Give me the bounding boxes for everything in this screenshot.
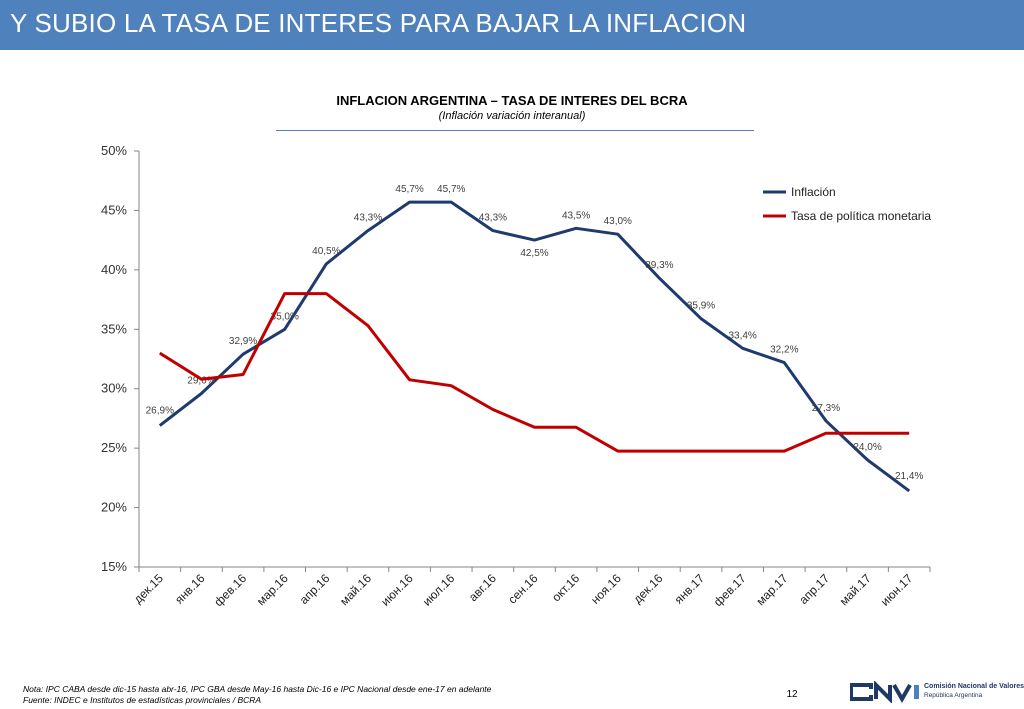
- page-number: 12: [786, 689, 798, 700]
- inflation-line: [158, 200, 911, 493]
- x-tick-label: фев.17: [711, 571, 749, 609]
- y-tick-label: 15%: [101, 559, 127, 574]
- data-label: 45,7%: [437, 184, 465, 195]
- x-tick-label: авг.16: [466, 571, 499, 604]
- data-label: 27,3%: [812, 403, 840, 414]
- x-tick-label: июн.16: [378, 571, 416, 609]
- legend-label: Tasa de política monetaria: [791, 209, 931, 223]
- legend-label: Inflación: [791, 185, 836, 199]
- x-tick-label: дек.16: [630, 571, 665, 606]
- data-label: 35,0%: [271, 311, 299, 322]
- y-tick-label: 25%: [101, 440, 127, 455]
- line-chart: 15%20%25%30%35%40%45%50%дек.15 янв.16 фев.…: [101, 143, 931, 609]
- x-tick-label: июн.17: [878, 571, 916, 609]
- chart-subtitle: (Inflación variación interanual): [438, 110, 586, 122]
- data-label: 43,3%: [479, 213, 507, 224]
- y-tick-label: 50%: [101, 143, 127, 158]
- logo-country: República Argentina: [924, 692, 983, 699]
- footnote-source: Fuente: INDEC e Institutos de estadístic…: [23, 695, 262, 705]
- x-tick-label: апр.16: [297, 571, 333, 607]
- x-tick-label: июл.16: [420, 571, 458, 609]
- data-label: 40,5%: [312, 246, 340, 257]
- data-label: 33,4%: [728, 330, 756, 341]
- data-label: 29,6%: [187, 375, 215, 386]
- cnv-logo-mark: [849, 680, 919, 704]
- y-tick-label: 30%: [101, 381, 127, 396]
- policy-rate-line: [159, 292, 910, 453]
- data-label: 45,7%: [395, 184, 423, 195]
- y-tick-label: 20%: [101, 500, 127, 515]
- data-label: 26,9%: [146, 406, 174, 417]
- data-label: 32,2%: [770, 345, 798, 356]
- y-tick-label: 45%: [101, 202, 127, 217]
- slide-header: Y SUBIO LA TASA DE INTERES PARA BAJAR LA…: [0, 0, 1024, 50]
- logo-name: Comisión Nacional de Valores: [924, 683, 1024, 690]
- x-tick-label: янв.17: [672, 571, 708, 607]
- data-label: 43,0%: [604, 216, 632, 227]
- data-label: 32,9%: [229, 336, 257, 347]
- chart-title: INFLACION ARGENTINA – TASA DE INTERES DE…: [336, 93, 688, 108]
- x-tick-label: янв.16: [172, 571, 208, 607]
- x-tick-label: ноя.16: [588, 571, 624, 607]
- data-label: 35,9%: [687, 301, 715, 312]
- data-label: 42,5%: [520, 248, 548, 259]
- x-tick-label: апр.17: [796, 571, 832, 607]
- x-tick-label: мар.16: [254, 571, 291, 608]
- data-label: 43,5%: [562, 210, 590, 221]
- data-label: 21,4%: [895, 471, 923, 482]
- x-tick-label: фев.16: [211, 571, 249, 609]
- x-tick-label: мар.17: [753, 571, 790, 608]
- x-tick-label: сен.16: [505, 571, 541, 607]
- x-tick-label: май.16: [337, 571, 374, 608]
- slide-title: Y SUBIO LA TASA DE INTERES PARA BAJAR LA…: [10, 8, 747, 38]
- data-label: 43,3%: [354, 213, 382, 224]
- footnote-note: Nota: IPC CABA desde dic-15 hasta abr-16…: [23, 684, 492, 694]
- data-label: 24,0%: [853, 442, 881, 453]
- x-tick-label: май.17: [837, 571, 874, 608]
- title-underline: [276, 130, 754, 131]
- y-tick-label: 40%: [101, 262, 127, 277]
- data-label: 39,3%: [645, 260, 673, 271]
- cnv-logo: Comisión Nacional de Valores República A…: [849, 680, 1024, 705]
- x-tick-label: окт.16: [549, 571, 582, 604]
- x-tick-label: дек.15: [131, 571, 166, 606]
- y-tick-label: 35%: [101, 321, 127, 336]
